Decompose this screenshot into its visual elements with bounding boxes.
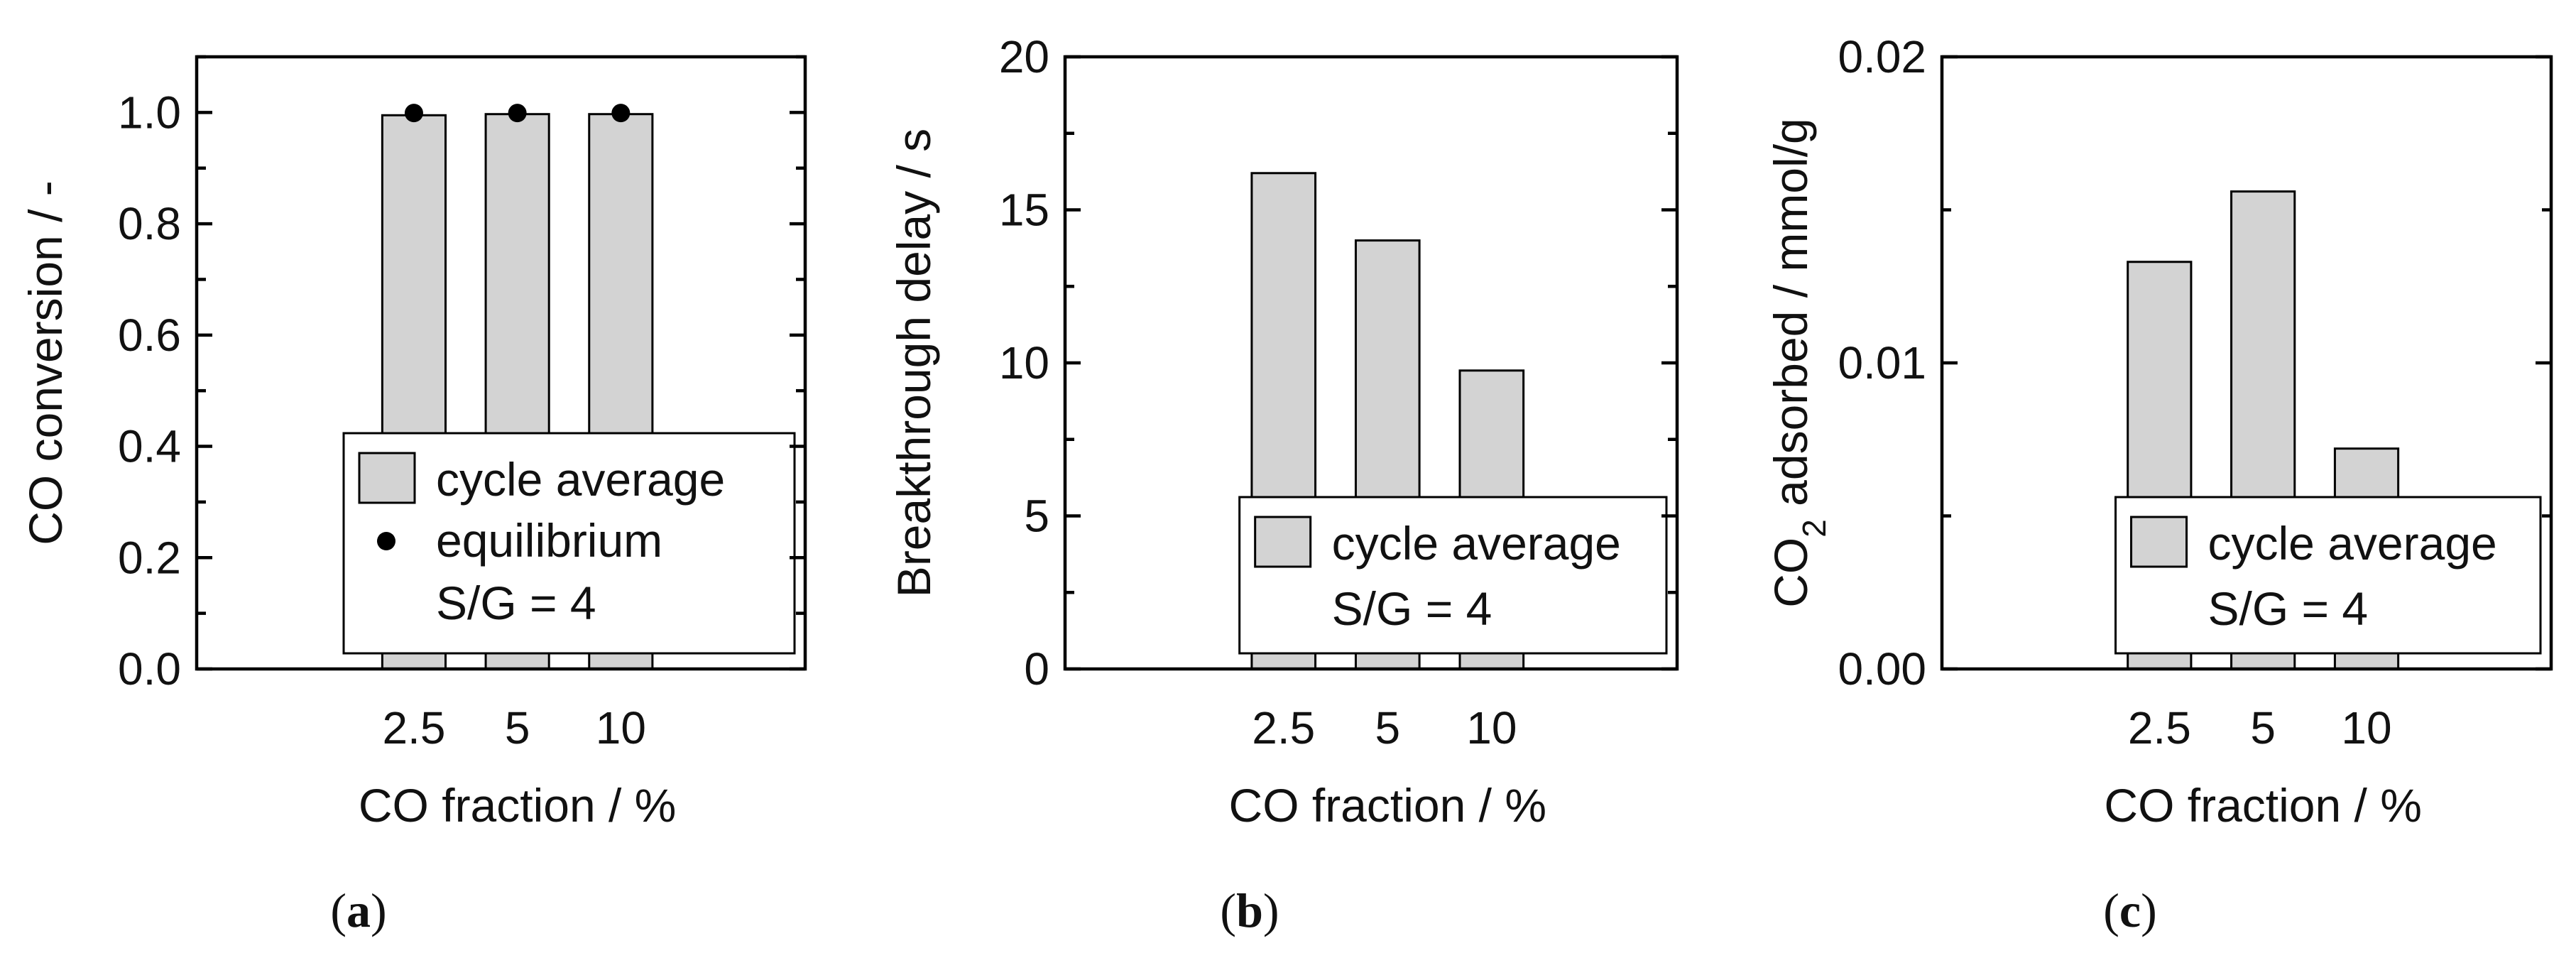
y-axis-label: CO conversion / - [19, 180, 72, 545]
y-tick-label: 0.2 [118, 532, 181, 583]
legend-marker-equilibrium [377, 532, 395, 550]
y-tick-label: 20 [999, 31, 1049, 82]
legend-note: S/G = 4 [1332, 582, 1492, 635]
y-tick-label: 0.01 [1838, 337, 1926, 388]
legend-box [342, 432, 796, 655]
y-tick-label: 15 [999, 185, 1049, 236]
legend-swatch-cycle-average [358, 452, 416, 504]
y-tick-label: 0.8 [118, 198, 181, 249]
subfigure-label-a: (a) [330, 883, 386, 937]
equilibrium-point-10 [611, 104, 631, 123]
y-tick-label: 0 [1024, 643, 1049, 695]
x-axis-label: CO fraction / % [1229, 779, 1546, 832]
x-axis-label: CO fraction / % [2104, 779, 2421, 832]
x-tick-label-5: 5 [2250, 702, 2276, 753]
y-axis-label: Breakthrough delay / s [888, 129, 940, 597]
y-tick-label: 1.0 [118, 87, 181, 138]
y-tick-label: 0.00 [1838, 643, 1926, 695]
chart-panel-a: cycle average equilibrium S/G = 4 0.0 0.2 0.4… [19, 55, 807, 937]
legend-swatch-cycle-average [1254, 516, 1312, 568]
x-tick-label-5: 5 [1375, 702, 1400, 753]
legend-note: S/G = 4 [2208, 582, 2369, 635]
y-tick-label: 5 [1024, 491, 1049, 542]
chart-panel-c: cycle average S/G = 4 0.00 0.01 0.02 2.5 5 10 CO… [1764, 31, 2553, 937]
y-tick-label: 0.4 [118, 421, 181, 472]
y-tick-label: 0.6 [118, 310, 181, 361]
x-tick-label-2.5: 2.5 [1252, 702, 1315, 753]
y-axis-label: CO2 adsorbed / mmol/g [1764, 118, 1833, 608]
legend-note: S/G = 4 [436, 577, 596, 629]
x-tick-label-5: 5 [505, 702, 530, 753]
x-tick-label-10: 10 [2341, 702, 2391, 753]
legend-label-cycle-average: cycle average [2208, 517, 2497, 570]
x-tick-label-10: 10 [596, 702, 646, 753]
legend-swatch-cycle-average [2130, 516, 2188, 568]
legend-label-equilibrium: equilibrium [436, 514, 662, 567]
legend-label-cycle-average: cycle average [436, 453, 725, 506]
equilibrium-point-2.5 [404, 104, 423, 123]
y-tick-label: 10 [999, 337, 1049, 388]
x-tick-label-10: 10 [1466, 702, 1517, 753]
y-tick-label: 0.02 [1838, 31, 1926, 82]
x-axis-label: CO fraction / % [359, 779, 676, 832]
legend-label-cycle-average: cycle average [1332, 517, 1621, 570]
subfigure-label-c: (c) [2103, 883, 2157, 937]
chart-panel-b: cycle average S/G = 4 0 5 10 15 20 2.5 5 10 CO fra… [888, 31, 1679, 937]
y-tick-label: 0.0 [118, 643, 181, 695]
x-tick-label-2.5: 2.5 [2128, 702, 2191, 753]
x-tick-label-2.5: 2.5 [382, 702, 445, 753]
subfigure-label-b: (b) [1220, 883, 1279, 937]
equilibrium-point-5 [508, 104, 527, 123]
plot-frame [195, 55, 807, 671]
